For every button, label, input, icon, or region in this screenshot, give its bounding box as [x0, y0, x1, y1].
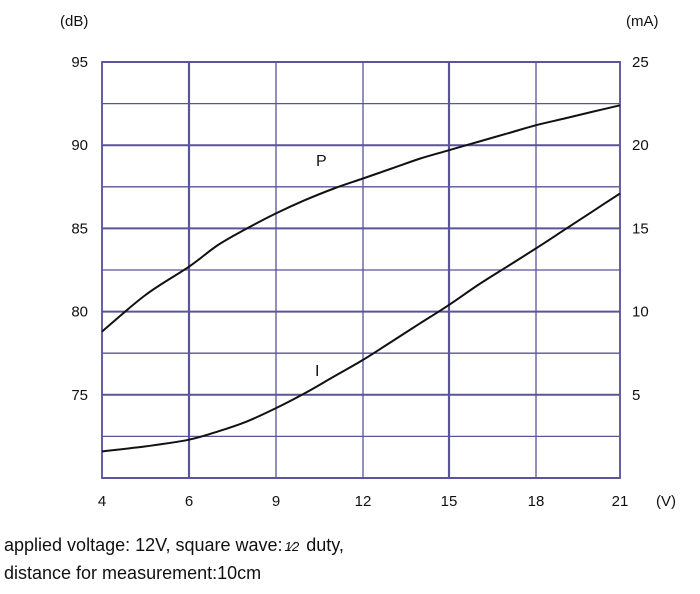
measurement-conditions-line-1: applied voltage: 12V, square wave: 1⁄2 dut… [4, 535, 344, 556]
x-tick-label: 12 [355, 493, 372, 510]
x-tick-label: 21 [612, 493, 629, 510]
right-axis-unit: (mA) [626, 13, 659, 30]
series-curve-i [101, 192, 621, 453]
x-tick-label: 4 [98, 493, 106, 510]
duty-fraction: 1⁄2 [284, 539, 300, 554]
series-label-p: P [316, 153, 327, 170]
right-tick-label: 20 [632, 137, 649, 154]
left-tick-label: 90 [71, 137, 88, 154]
series-curve-p [101, 104, 621, 333]
measurement-distance-line: distance for measurement:10cm [4, 563, 262, 583]
applied-voltage-text: applied voltage: 12V, square wave: [4, 535, 283, 555]
left-axis-ticks: 75 80 85 90 95 [71, 54, 88, 404]
left-tick-label: 80 [71, 304, 88, 321]
left-tick-label: 85 [71, 220, 88, 237]
right-tick-label: 25 [632, 54, 649, 71]
x-axis-unit: (V) [656, 493, 676, 510]
left-tick-label: 75 [71, 387, 88, 404]
plot-frame [101, 61, 621, 479]
left-axis-unit: (dB) [60, 13, 88, 30]
x-tick-label: 15 [441, 493, 458, 510]
x-tick-label: 18 [528, 493, 545, 510]
chart: 4 6 9 12 15 18 21 75 80 85 90 95 5 10 15 20 25 (dB) (m… [60, 13, 676, 510]
right-tick-label: 5 [632, 387, 640, 404]
right-tick-label: 10 [632, 304, 649, 321]
series-label-i: I [315, 363, 319, 380]
duty-text: duty, [306, 535, 344, 555]
left-tick-label: 95 [71, 54, 88, 71]
x-tick-label: 6 [185, 493, 193, 510]
plot-curves [101, 104, 621, 453]
right-tick-label: 15 [632, 220, 649, 237]
x-axis-ticks: 4 6 9 12 15 18 21 [98, 493, 629, 510]
x-tick-label: 9 [272, 493, 280, 510]
right-axis-ticks: 5 10 15 20 25 [632, 54, 649, 404]
